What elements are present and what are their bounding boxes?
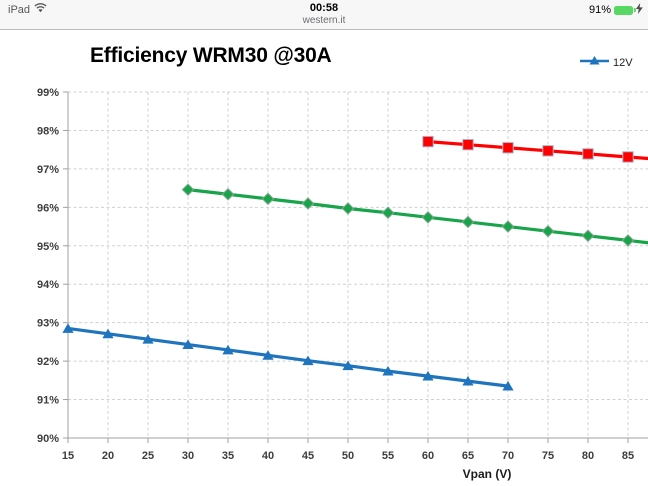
- svg-text:95%: 95%: [37, 241, 59, 253]
- chart-title: Efficiency WRM30 @30A: [90, 44, 332, 67]
- svg-text:96%: 96%: [37, 202, 59, 214]
- svg-text:Vpan (V): Vpan (V): [463, 467, 512, 481]
- status-left: iPad: [8, 3, 47, 16]
- svg-text:35: 35: [222, 450, 234, 462]
- svg-text:50: 50: [342, 450, 354, 462]
- battery-percent: 91%: [588, 4, 611, 16]
- svg-text:80: 80: [582, 450, 594, 462]
- legend-12v-marker-icon: [580, 55, 609, 70]
- svg-text:65: 65: [462, 450, 474, 462]
- svg-text:90%: 90%: [37, 433, 59, 445]
- svg-text:55: 55: [382, 450, 394, 462]
- status-right: 91%: [589, 3, 643, 17]
- battery-icon: [614, 5, 636, 15]
- svg-text:99%: 99%: [37, 87, 59, 99]
- svg-text:70: 70: [502, 450, 514, 462]
- svg-text:20: 20: [102, 450, 114, 462]
- svg-text:30: 30: [182, 450, 194, 462]
- svg-text:98%: 98%: [37, 125, 59, 137]
- svg-text:25: 25: [142, 450, 154, 462]
- device-label: iPad: [8, 3, 31, 16]
- svg-text:75: 75: [542, 450, 554, 462]
- svg-text:15: 15: [62, 450, 74, 462]
- legend-12v-label: 12V: [613, 56, 633, 69]
- svg-text:85: 85: [622, 450, 634, 462]
- chart-legend: 12V: [580, 55, 633, 70]
- charging-bolt-icon: [636, 3, 643, 17]
- svg-text:93%: 93%: [37, 318, 59, 330]
- svg-text:92%: 92%: [37, 356, 59, 368]
- svg-text:94%: 94%: [37, 279, 59, 291]
- clock: 00:58: [309, 2, 339, 14]
- status-center: 00:58 western.it: [0, 0, 648, 26]
- svg-text:97%: 97%: [37, 164, 59, 176]
- svg-text:40: 40: [262, 450, 274, 462]
- svg-text:91%: 91%: [37, 395, 59, 407]
- status-bar: iPad 00:58 western.it 91%: [0, 0, 648, 30]
- site-url: western.it: [302, 15, 346, 26]
- wifi-icon: [34, 3, 47, 16]
- svg-text:60: 60: [422, 450, 434, 462]
- svg-text:45: 45: [302, 450, 314, 462]
